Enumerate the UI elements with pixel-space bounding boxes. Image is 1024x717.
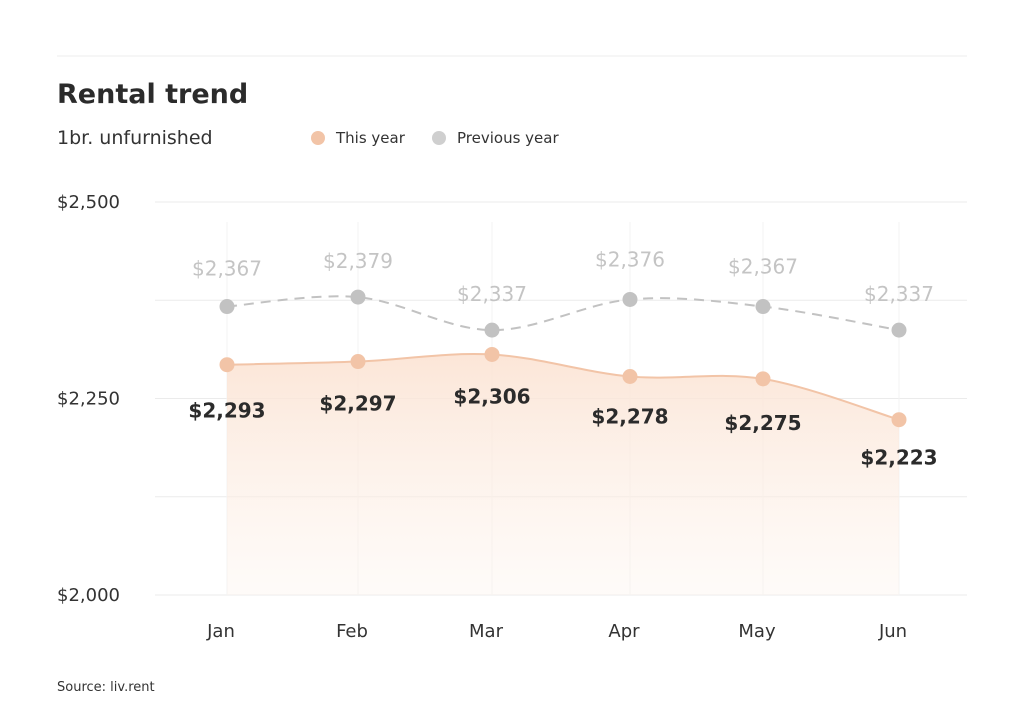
this-year-point [755,371,771,387]
previous-year-point [622,291,638,307]
data-labels: $2,367 $2,379 $2,337 $2,376 $2,367 $2,337 $2,2… [188,247,937,469]
y-tick-label: $2,000 [57,585,120,606]
x-tick-label: Mar [469,621,504,642]
x-axis: Jan Feb Mar Apr May Jun [206,621,907,642]
this-year-area-fill [227,354,899,595]
this-year-area [227,354,899,595]
x-tick-label: Jun [878,621,907,642]
this-year-value-label: $2,293 [188,399,265,423]
this-year-value-label: $2,278 [591,404,668,428]
previous-year-point [350,289,366,305]
previous-year-value-label: $2,376 [595,247,665,271]
x-tick-label: Feb [336,621,368,642]
chart-subtitle: 1br. unfurnished [57,127,213,149]
legend-label-previous-year: Previous year [457,129,559,147]
previous-year-value-label: $2,337 [457,282,527,306]
this-year-value-label: $2,275 [724,411,801,435]
this-year-value-label: $2,306 [453,384,530,408]
legend: This year Previous year [311,129,559,147]
previous-year-value-label: $2,367 [728,255,798,279]
previous-year-value-label: $2,379 [323,249,393,273]
this-year-value-label: $2,297 [319,392,396,416]
this-year-point [350,354,366,370]
previous-year-point [484,322,500,338]
this-year-point [219,357,235,373]
previous-year-line [226,295,900,332]
this-year-point [484,346,500,362]
y-tick-label: $2,500 [57,192,120,213]
x-tick-label: Jan [206,621,235,642]
previous-year-value-label: $2,337 [864,282,934,306]
this-year-point [622,368,638,384]
this-year-line [226,353,900,421]
chart-title: Rental trend [57,79,248,110]
y-axis: $2,000 $2,250 $2,500 [57,192,120,606]
this-year-point [891,412,907,428]
x-tick-label: Apr [608,621,640,642]
y-tick-label: $2,250 [57,389,120,410]
legend-marker-this-year [311,131,325,145]
legend-label-this-year: This year [335,129,406,147]
x-tick-label: May [738,621,776,642]
source-note: Source: liv.rent [57,680,155,695]
previous-year-point [219,299,235,315]
previous-year-value-label: $2,367 [192,257,262,281]
series-points [219,289,907,428]
this-year-value-label: $2,223 [860,446,937,470]
legend-marker-previous-year [432,131,446,145]
previous-year-point [755,299,771,315]
series-lines [226,295,900,421]
previous-year-point [891,322,907,338]
